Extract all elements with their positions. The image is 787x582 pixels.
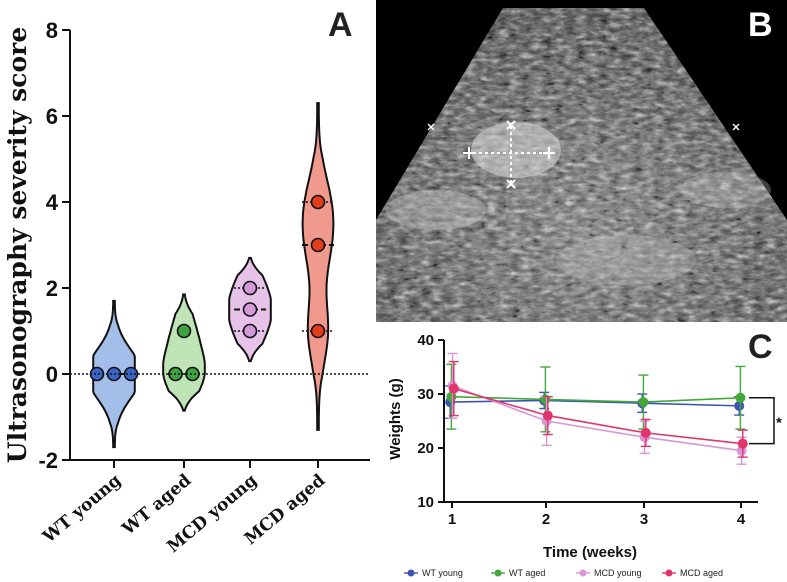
y-tick-label: 4 [46, 190, 59, 215]
series-line [453, 387, 743, 445]
legend-label: WT young [422, 568, 463, 578]
significance-bracket [749, 397, 775, 445]
legend-label: MCD aged [680, 568, 723, 578]
data-point [89, 366, 105, 382]
y-tick-label: 2 [46, 276, 58, 301]
legend-marker [407, 569, 415, 577]
x-tick-label: 3 [640, 511, 648, 528]
y-tick-label: 40 [417, 332, 434, 349]
data-point [448, 383, 459, 394]
legend-item: WT aged [491, 568, 545, 578]
data-point [542, 410, 553, 421]
series-mcd-aged [448, 360, 748, 458]
series-wt-young [445, 385, 745, 420]
significance-star: * [776, 415, 782, 432]
panel-letter-b: B [748, 6, 773, 44]
x-category-label: WT young [38, 470, 125, 547]
x-axis-label: Time (weeks) [543, 544, 637, 561]
series-wt-aged [446, 363, 746, 433]
data-point [737, 438, 748, 449]
ultrasound-image: B [376, 0, 787, 322]
legend-label: MCD young [594, 568, 642, 578]
x-tick-label: 1 [448, 511, 456, 528]
y-axis-label: Weights (g) [387, 378, 404, 459]
violin-panel: A 8 6 4 2 0 -2 WT young WT aged MCD young MCD ag… [0, 0, 376, 582]
data-point [640, 427, 651, 438]
data-point [735, 392, 746, 403]
panel-letter-c: C [748, 328, 773, 366]
data-point [176, 323, 192, 339]
data-point [310, 237, 326, 253]
y-tick-label: 6 [46, 104, 58, 129]
legend-marker [494, 569, 502, 577]
violin-mcd-aged [301, 102, 335, 431]
y-tick-label: 20 [417, 440, 434, 457]
data-point [242, 280, 258, 296]
data-point [242, 302, 258, 317]
weights-panel: C 40 30 20 10 1 2 3 4 * WT young WT aged MCD youn… [376, 322, 787, 582]
y-tick-label: 0 [46, 362, 58, 387]
legend-item: WT young [404, 568, 463, 578]
data-point [734, 400, 745, 411]
series-line [452, 385, 742, 452]
series-mcd-young [447, 352, 747, 465]
x-tick-label: 2 [542, 511, 550, 528]
data-point [242, 323, 258, 339]
y-tick-label: 8 [46, 18, 58, 43]
legend-marker [665, 569, 673, 577]
y-axis-label: Ultrasonography severity score [3, 27, 32, 463]
series-line [451, 395, 741, 403]
data-point [540, 394, 551, 405]
y-tick-label: 10 [417, 494, 434, 511]
panel-letter-a: A [328, 6, 353, 44]
y-tick-label: -2 [38, 448, 58, 473]
violin-wt-aged [162, 293, 206, 412]
data-point [310, 194, 326, 210]
legend-item: MCD aged [662, 568, 723, 578]
ultrasound-panel: B [376, 0, 787, 322]
data-point [638, 397, 649, 408]
x-tick-label: 4 [737, 511, 746, 528]
data-point [310, 323, 326, 339]
legend-label: WT aged [509, 568, 545, 578]
legend-item: MCD young [576, 568, 642, 578]
weights-chart: C 40 30 20 10 1 2 3 4 * WT young WT aged MCD youn… [387, 328, 782, 578]
legend-marker [579, 569, 587, 577]
y-tick-label: 30 [417, 386, 434, 403]
measurement-crosshair [463, 120, 555, 189]
